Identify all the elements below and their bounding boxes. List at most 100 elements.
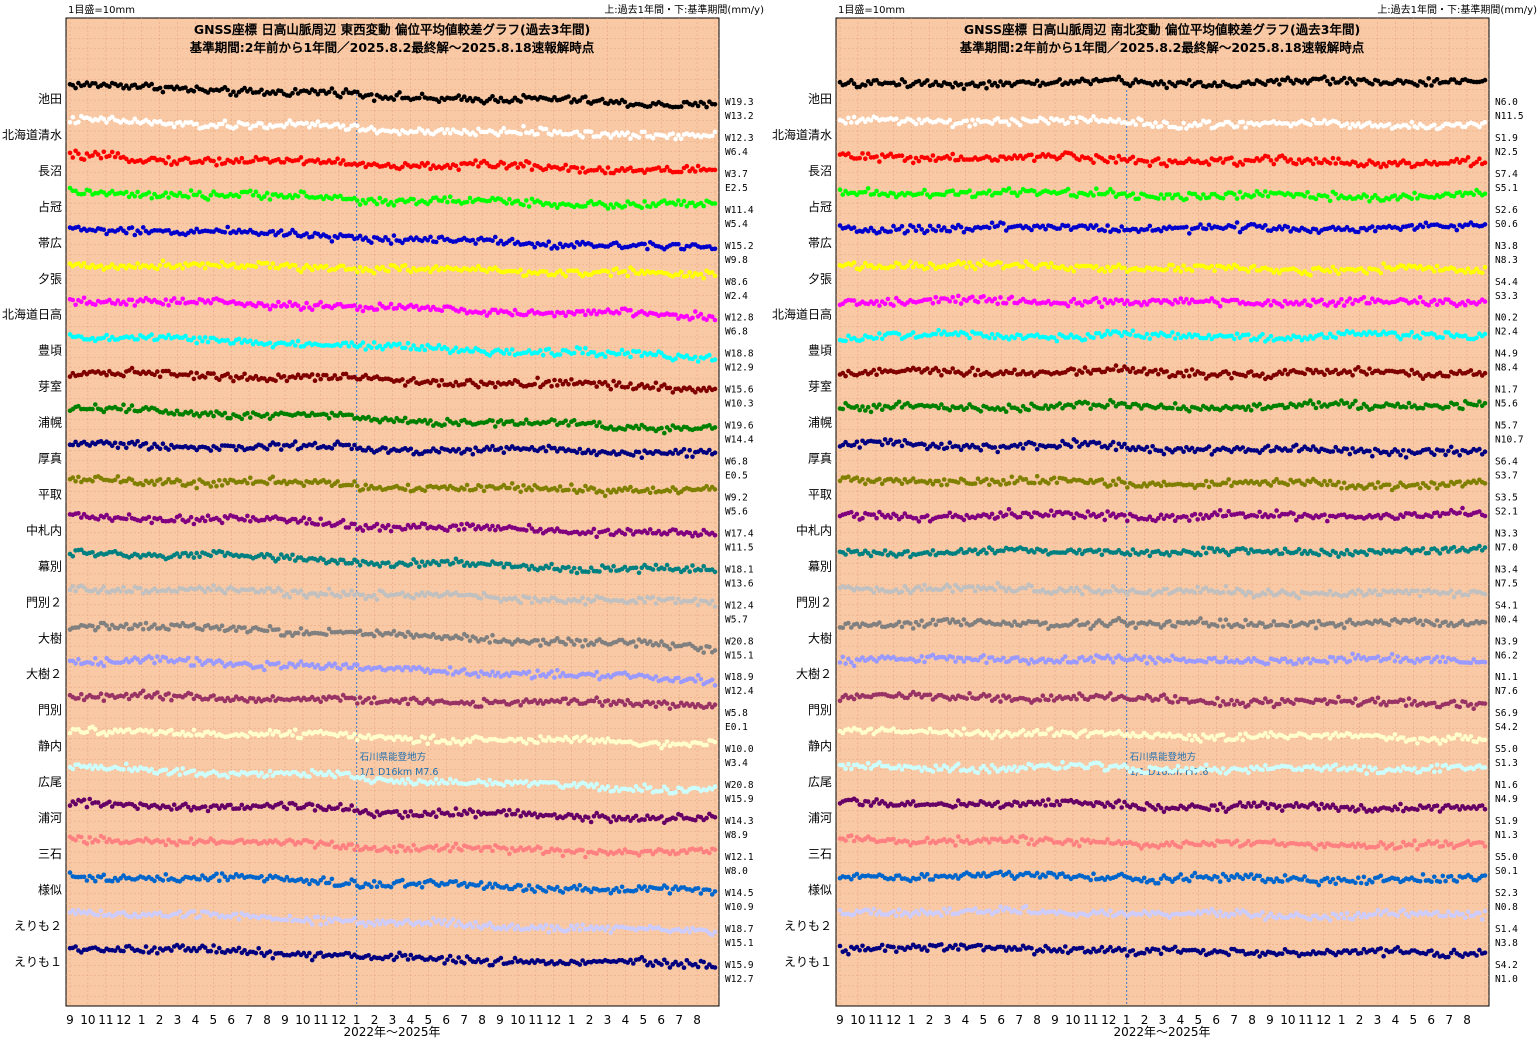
data-point — [605, 269, 611, 274]
data-point — [343, 661, 349, 667]
data-point — [501, 351, 507, 356]
data-point — [233, 93, 239, 98]
data-point — [121, 373, 126, 379]
data-point — [501, 125, 507, 131]
data-point — [645, 530, 650, 536]
data-point — [591, 486, 597, 491]
data-point — [577, 346, 583, 351]
data-point — [233, 124, 239, 129]
data-point — [326, 416, 332, 421]
data-point — [419, 91, 425, 97]
data-point — [588, 311, 594, 316]
data-point — [135, 189, 140, 195]
data-point — [214, 162, 219, 168]
data-point — [591, 350, 597, 355]
data-point — [622, 269, 628, 274]
data-point — [633, 565, 639, 570]
data-point — [662, 566, 667, 572]
data-point — [124, 230, 129, 236]
data-point — [267, 768, 273, 774]
data-point — [239, 340, 245, 346]
data-point — [138, 621, 143, 627]
data-point — [253, 189, 259, 195]
data-point — [186, 195, 191, 200]
data-point — [253, 264, 259, 270]
data-point — [391, 97, 397, 102]
data-point — [546, 239, 552, 244]
data-point — [126, 86, 132, 91]
data-point — [194, 121, 199, 127]
data-point — [470, 809, 476, 814]
data-point — [143, 620, 149, 626]
data-point — [678, 104, 684, 109]
data-point — [225, 87, 230, 93]
data-point — [653, 704, 659, 710]
data-point — [132, 194, 138, 199]
data-point — [673, 816, 678, 822]
data-point — [712, 246, 718, 252]
data-point — [459, 812, 464, 818]
data-point — [121, 441, 126, 447]
data-point — [518, 99, 523, 104]
data-point — [636, 426, 642, 432]
data-point — [417, 739, 422, 744]
data-point — [707, 447, 712, 453]
data-point — [712, 815, 718, 820]
data-point — [315, 522, 321, 527]
data-point — [540, 352, 546, 358]
data-point — [312, 808, 318, 813]
data-point — [93, 727, 98, 732]
data-point — [70, 766, 76, 772]
data-point — [112, 440, 118, 446]
data-point — [293, 263, 298, 268]
data-point — [124, 156, 129, 162]
data-point — [140, 225, 146, 230]
data-point — [219, 660, 225, 665]
data-point — [369, 92, 374, 97]
data-point — [656, 741, 661, 747]
data-point — [309, 267, 315, 273]
data-point — [270, 228, 276, 234]
data-point — [174, 766, 180, 772]
series-北海道清水 — [67, 113, 718, 142]
data-point — [476, 264, 481, 269]
data-point — [411, 595, 416, 601]
data-point — [157, 477, 163, 482]
data-point — [326, 235, 332, 240]
data-point — [98, 155, 104, 161]
data-point — [569, 242, 574, 247]
data-point — [276, 266, 281, 271]
data-point — [611, 205, 616, 210]
data-point — [73, 479, 78, 484]
data-point — [293, 802, 298, 808]
data-point — [552, 812, 557, 817]
data-point — [476, 164, 481, 169]
data-point — [107, 799, 112, 805]
data-point — [318, 300, 324, 305]
data-point — [540, 445, 546, 450]
data-point — [109, 188, 115, 194]
data-point — [248, 338, 253, 344]
data-point — [217, 478, 222, 483]
data-point — [104, 372, 109, 378]
data-point — [183, 333, 188, 339]
data-point — [698, 200, 704, 206]
data-point — [228, 92, 233, 98]
data-point — [676, 198, 681, 203]
data-point — [498, 238, 504, 244]
data-point — [473, 670, 478, 676]
data-point — [166, 691, 171, 696]
data-point — [267, 307, 273, 312]
data-point — [690, 200, 695, 205]
data-point — [549, 669, 554, 674]
data-point — [678, 202, 684, 208]
data-point — [380, 264, 385, 270]
series-豊頃 — [67, 332, 718, 364]
data-point — [90, 661, 95, 667]
data-point — [304, 231, 309, 236]
data-point — [633, 644, 639, 649]
data-point — [276, 157, 281, 162]
data-point — [293, 343, 298, 348]
data-point — [633, 600, 639, 605]
data-point — [355, 559, 360, 564]
